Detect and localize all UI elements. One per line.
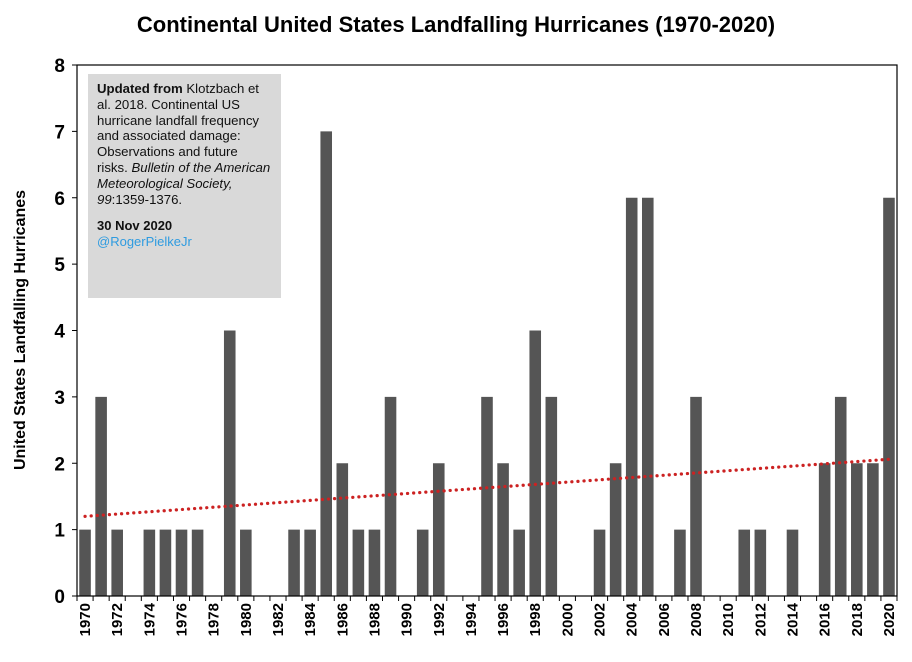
x-tick-label: 1976 xyxy=(174,603,191,636)
bar-1988 xyxy=(368,529,381,596)
x-tick-label: 1986 xyxy=(334,603,351,636)
x-tick-label: 2010 xyxy=(720,603,737,636)
x-tick-label: 1996 xyxy=(495,603,512,636)
x-tick-label: 1992 xyxy=(431,603,448,636)
y-tick-label: 6 xyxy=(54,189,65,210)
y-tick-label: 7 xyxy=(54,122,65,143)
bar-1987 xyxy=(352,529,365,596)
note-source-bold: Updated from xyxy=(97,81,183,96)
note-source-text: Klotzbach et al. 2018. Continental US hu… xyxy=(97,81,260,175)
x-tick-label: 2020 xyxy=(881,603,898,636)
y-tick-label: 8 xyxy=(54,56,65,77)
x-tick-label: 1972 xyxy=(109,603,126,636)
x-tick-label: 1990 xyxy=(399,603,416,636)
y-tick-label: 3 xyxy=(54,388,65,409)
bar-1971 xyxy=(95,396,107,596)
bar-1985 xyxy=(320,131,333,596)
bar-2014 xyxy=(786,529,799,596)
bar-1975 xyxy=(159,529,172,596)
bar-2020 xyxy=(883,197,895,596)
bar-1972 xyxy=(111,529,123,596)
bar-1979 xyxy=(223,330,236,596)
x-tick-label: 2008 xyxy=(688,603,705,636)
bar-2005 xyxy=(641,197,654,596)
x-tick-label: 2004 xyxy=(624,602,641,636)
y-tick-label: 1 xyxy=(54,521,65,542)
bar-2016 xyxy=(818,463,831,596)
bar-2011 xyxy=(738,529,751,596)
note-journal: Bulletin of the American Meteorological … xyxy=(97,159,271,207)
x-tick-label: 2006 xyxy=(656,603,673,636)
y-tick-label: 2 xyxy=(54,454,65,475)
bar-1992 xyxy=(432,463,445,596)
bar-1980 xyxy=(240,529,252,596)
x-tick-label: 2014 xyxy=(784,602,801,636)
bar-2002 xyxy=(593,529,606,596)
x-tick-label: 1978 xyxy=(206,603,223,636)
bar-1976 xyxy=(175,529,188,596)
chart-title: Continental United States Landfalling Hu… xyxy=(136,12,776,37)
bar-2004 xyxy=(625,197,638,596)
bar-1991 xyxy=(416,529,429,596)
plot-frame xyxy=(76,64,898,597)
note-date: 30 Nov 2020 xyxy=(97,218,173,234)
bar-2007 xyxy=(674,529,686,596)
x-tick-label: 1994 xyxy=(463,602,480,636)
bar-1983 xyxy=(288,529,300,596)
bar-1984 xyxy=(304,529,316,596)
y-tick-label: 5 xyxy=(54,255,65,276)
x-tick-label: 1970 xyxy=(77,603,94,636)
x-tick-label: 1980 xyxy=(238,603,255,636)
bar-1974 xyxy=(143,529,156,596)
trend-line xyxy=(83,457,891,518)
x-tick-label: 1998 xyxy=(527,603,544,636)
x-tick-label: 2018 xyxy=(849,603,866,636)
x-tick-label: 1974 xyxy=(141,602,158,636)
x-tick-label: 2002 xyxy=(592,603,609,636)
bar-1996 xyxy=(497,463,509,596)
x-tick-label: 1988 xyxy=(366,603,383,636)
bar-1999 xyxy=(545,396,558,596)
note-handle: @RogerPielkeJr xyxy=(97,234,192,250)
y-tick-label: 0 xyxy=(54,587,65,608)
x-tick-label: 2016 xyxy=(817,603,834,636)
bar-1989 xyxy=(384,396,397,596)
bar-2008 xyxy=(690,396,702,596)
bar-1977 xyxy=(191,529,204,596)
x-tick-label: 1982 xyxy=(270,603,287,636)
bar-1986 xyxy=(336,463,349,596)
x-tick-label: 1984 xyxy=(302,602,319,636)
x-tick-label: 2012 xyxy=(752,603,769,636)
source-note: Updated from Klotzbach et al. 2018. Cont… xyxy=(88,74,281,298)
bar-2019 xyxy=(867,463,879,596)
bar-2018 xyxy=(851,463,863,596)
bar-1970 xyxy=(79,529,91,596)
bar-1997 xyxy=(513,529,525,596)
x-tick-label: 2000 xyxy=(559,603,576,636)
y-tick-label: 4 xyxy=(54,322,65,343)
bar-1995 xyxy=(481,396,493,596)
bar-2003 xyxy=(609,463,622,596)
bar-1998 xyxy=(529,330,542,596)
bar-2012 xyxy=(754,529,767,596)
bar-2017 xyxy=(834,396,847,596)
note-pages: :1359-1376. xyxy=(111,191,183,207)
